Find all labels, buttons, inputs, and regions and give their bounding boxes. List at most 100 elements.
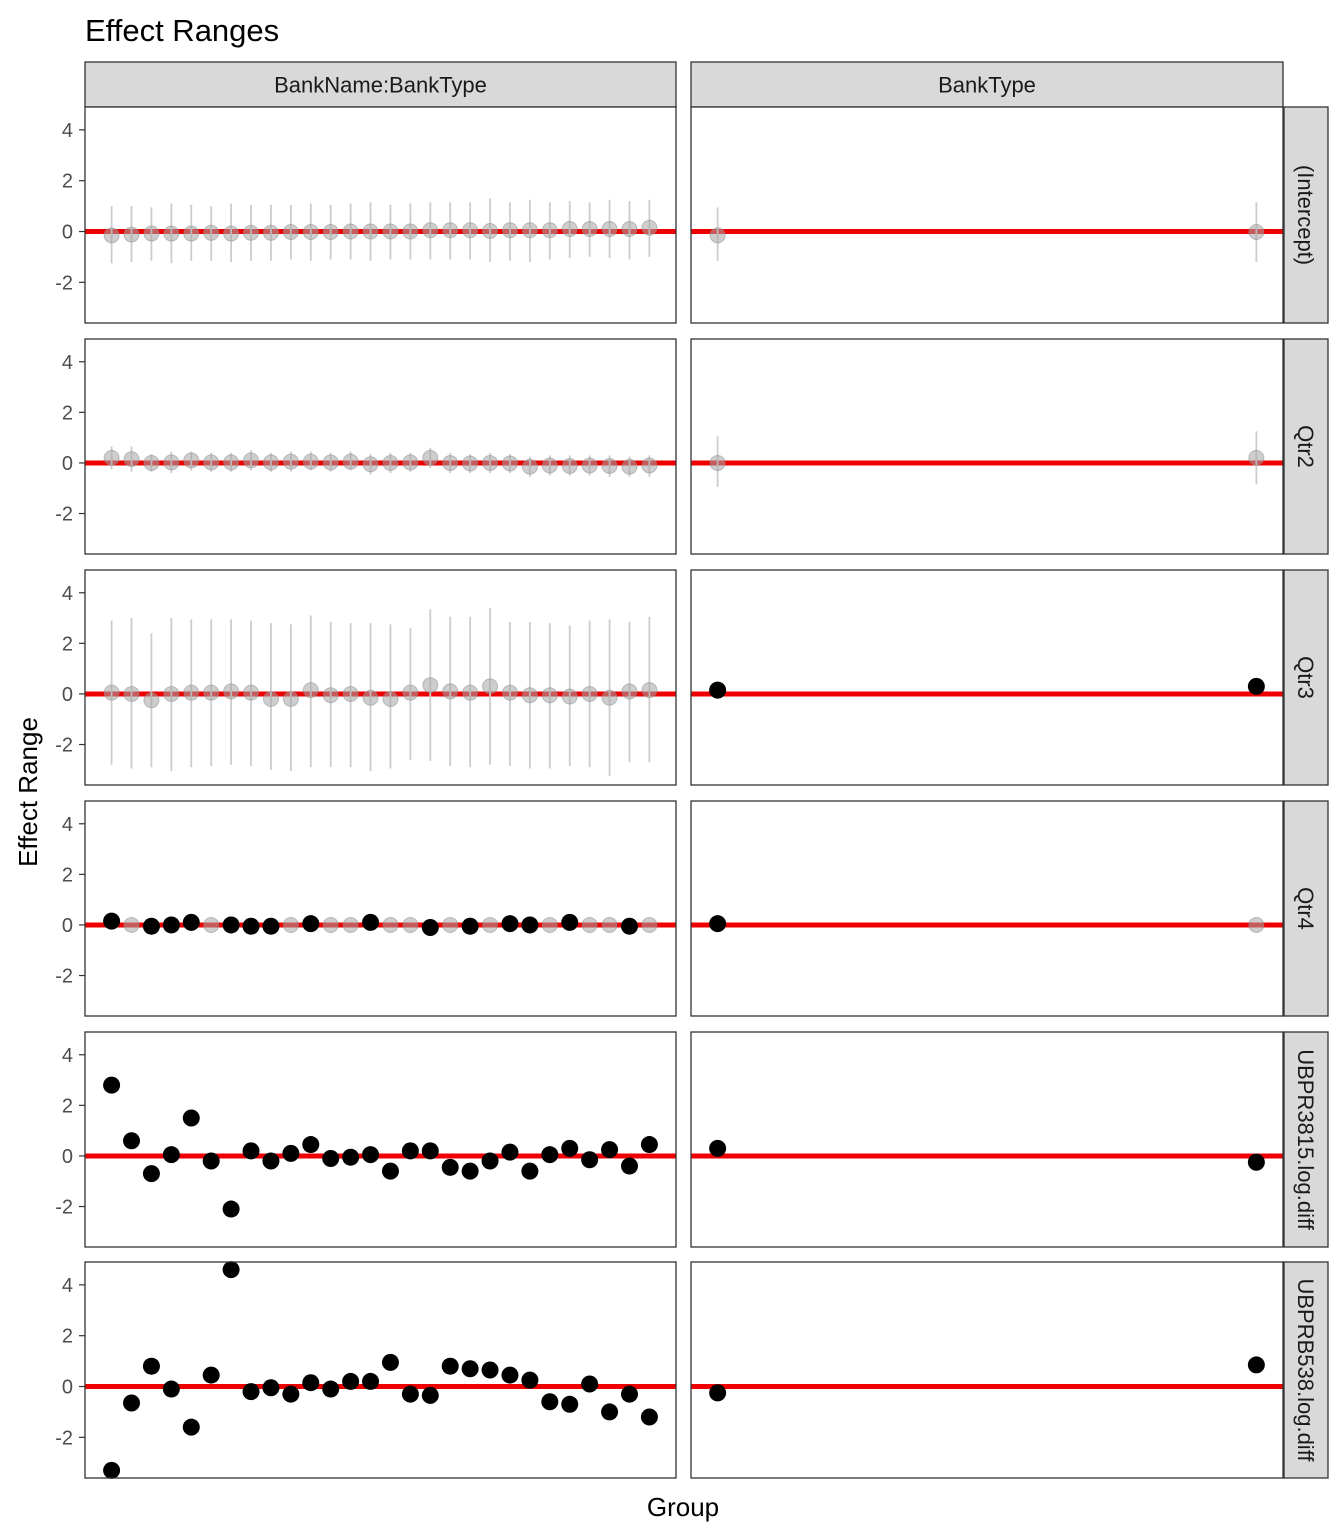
chart-title: Effect Ranges [85,13,279,48]
point-not-significant [561,688,578,705]
y-tick-label: -2 [55,272,73,294]
point-not-significant [243,684,260,701]
point-not-significant [282,916,299,933]
point-significant [182,1418,200,1436]
point-not-significant [382,454,399,471]
point-significant [521,1162,539,1180]
point-not-significant [521,687,538,704]
point-not-significant [601,689,618,706]
point-not-significant [183,684,200,701]
point-not-significant [462,222,479,239]
row-strip-intercept [1283,106,1329,324]
point-not-significant [442,916,459,933]
point-significant [1247,1356,1265,1374]
point-not-significant [581,685,598,702]
point-not-significant [621,220,638,237]
point-not-significant [223,225,240,242]
row-strip-qtr4 [1283,800,1329,1017]
point-significant [401,1142,419,1160]
point-not-significant [501,222,518,239]
point-not-significant [362,456,379,473]
point-significant [202,1366,220,1384]
point-not-significant [422,677,439,694]
point-not-significant [402,223,419,240]
panel-bankname-banktype-ubpr3815-log-diff [84,1031,677,1248]
point-significant [242,1383,260,1401]
y-tick-label: 0 [62,1377,73,1399]
point-not-significant [103,227,120,244]
panel-bankname-banktype-qtr2 [84,338,677,555]
point-not-significant [302,224,319,241]
y-tick-label: -2 [55,504,73,526]
point-significant [1247,1153,1265,1171]
point-significant [103,912,121,930]
point-significant [709,915,727,933]
point-significant [362,1372,380,1390]
y-tick-label: 0 [62,684,73,706]
panel-background [691,339,1283,554]
y-tick-label: 4 [62,583,73,605]
point-not-significant [442,454,459,471]
y-tick-label: -2 [55,1197,73,1219]
point-not-significant [501,455,518,472]
point-significant [581,1151,599,1169]
point-significant [182,913,200,931]
point-significant [501,1143,519,1161]
col-strip-bankname-banktype [84,61,677,108]
point-significant [561,1395,579,1413]
point-not-significant [581,457,598,474]
panel-background [691,1032,1283,1247]
point-not-significant [1248,449,1265,466]
point-not-significant [342,685,359,702]
point-not-significant [601,916,618,933]
point-significant [561,913,579,931]
point-not-significant [402,454,419,471]
point-not-significant [302,453,319,470]
point-not-significant [203,916,220,933]
point-significant [541,1393,559,1411]
point-not-significant [262,224,279,241]
point-not-significant [1248,916,1265,933]
y-tick-label: 0 [62,453,73,475]
point-significant [123,1394,141,1412]
y-tick-label: 2 [62,171,73,193]
point-not-significant [482,916,499,933]
point-significant [481,1361,499,1379]
y-tick-label: 2 [62,1326,73,1348]
point-significant [461,1162,479,1180]
point-significant [601,1141,619,1159]
panel-bankname-banktype-qtr4 [84,800,677,1017]
point-not-significant [342,916,359,933]
point-not-significant [402,684,419,701]
y-tick-label: -2 [55,1427,73,1449]
point-significant [381,1353,399,1371]
point-significant [620,1385,638,1403]
y-tick-label: 2 [62,1095,73,1117]
y-tick-label: 2 [62,402,73,424]
point-significant [461,1360,479,1378]
point-significant [709,1139,727,1157]
panel-border [690,338,1284,555]
panel-border [84,1261,677,1479]
point-significant [242,917,260,935]
point-significant [142,917,160,935]
point-significant [262,1152,280,1170]
panel-background [691,570,1283,785]
x-axis-label: Group [647,1492,719,1522]
panel-banktype-intercept [690,106,1284,324]
point-not-significant [322,454,339,471]
point-not-significant [501,684,518,701]
point-not-significant [123,685,140,702]
point-significant [441,1357,459,1375]
point-not-significant [382,223,399,240]
point-not-significant [163,225,180,242]
point-significant [202,1152,220,1170]
point-not-significant [223,454,240,471]
point-significant [441,1158,459,1176]
y-tick-label: 4 [62,120,73,142]
point-significant [282,1385,300,1403]
point-not-significant [621,683,638,700]
y-tick-label: 4 [62,1045,73,1067]
point-significant [601,1403,619,1421]
point-significant [162,1380,180,1398]
